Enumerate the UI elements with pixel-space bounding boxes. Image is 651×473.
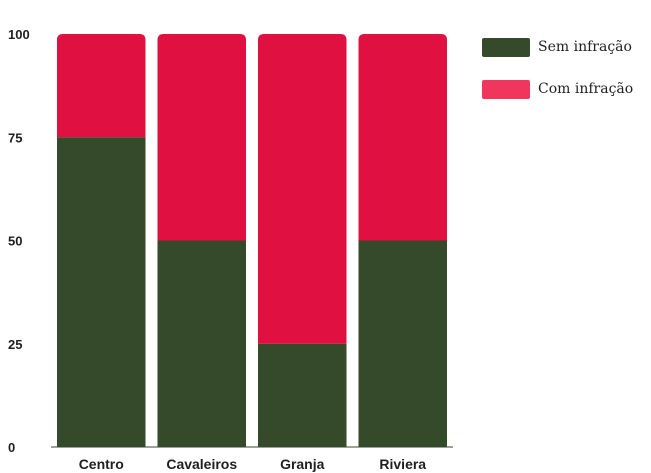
bar-segment-com-infracao (57, 34, 146, 138)
y-tick-label: 25 (8, 337, 22, 352)
x-category-label: Riviera (379, 456, 426, 472)
legend-item-sem-infracao: Sem infração (482, 36, 633, 58)
x-category-label: Granja (280, 456, 325, 472)
legend-label-sem-infracao: Sem infração (538, 39, 632, 55)
y-tick-label: 50 (8, 234, 22, 249)
x-category-label: Cavaleiros (166, 456, 237, 472)
legend-swatch-com-infracao (482, 79, 530, 99)
legend-label-com-infracao: Com infração (538, 81, 634, 97)
bar-segment-sem-infracao (358, 240, 447, 447)
legend-item-com-infracao: Com infração (482, 78, 633, 100)
bar-segment-sem-infracao (57, 137, 146, 447)
y-tick-label: 100 (8, 27, 30, 42)
y-tick-label: 75 (8, 130, 22, 145)
bar-segment-sem-infracao (258, 343, 347, 447)
chart-legend: Sem infração Com infração (482, 36, 633, 120)
legend-swatch-sem-infracao (482, 37, 530, 57)
bar-segment-sem-infracao (157, 240, 246, 447)
y-tick-label: 0 (8, 440, 15, 455)
bar-segment-com-infracao (358, 34, 447, 241)
x-category-label: Centro (79, 456, 124, 472)
bar-segment-com-infracao (157, 34, 246, 241)
bar-segment-com-infracao (258, 34, 347, 344)
